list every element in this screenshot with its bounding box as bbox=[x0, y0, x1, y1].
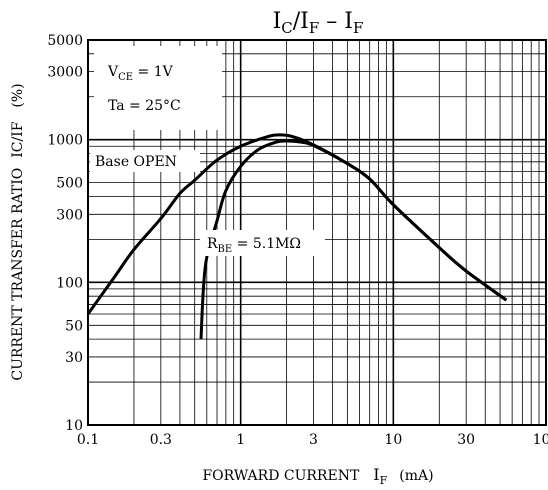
y-tick-label: 3000 bbox=[47, 65, 83, 81]
y-tick-label: 300 bbox=[56, 207, 83, 223]
series-label-rbe: RBE = 5.1MΩ bbox=[200, 230, 325, 256]
ta-condition: Ta = 25°C bbox=[108, 98, 181, 114]
y-tick-label: 30 bbox=[65, 350, 83, 366]
svg-text:Base OPEN: Base OPEN bbox=[95, 154, 177, 170]
x-tick-label: 10 bbox=[384, 432, 402, 448]
svg-text:RBE = 5.1MΩ: RBE = 5.1MΩ bbox=[207, 236, 301, 255]
chart-title: IC/IF – IF bbox=[273, 9, 364, 37]
series-label-base-open: Base OPEN bbox=[90, 150, 200, 172]
x-tick-label: 0.3 bbox=[150, 432, 172, 448]
x-tick-label: 1 bbox=[236, 432, 245, 448]
x-axis-label: FORWARD CURRENT IF (mA) bbox=[202, 465, 433, 487]
x-tick-label: 0.1 bbox=[77, 432, 99, 448]
y-tick-label: 500 bbox=[56, 176, 83, 192]
x-tick-label: 100 bbox=[533, 432, 548, 448]
y-tick-label: 100 bbox=[56, 275, 83, 291]
y-tick-labels: 10 30 50 100 300 500 1000 3000 5000 bbox=[47, 33, 83, 434]
x-tick-label: 30 bbox=[457, 432, 475, 448]
x-tick-labels: 0.1 0.3 1 3 10 30 100 bbox=[77, 432, 548, 448]
plot-frame bbox=[87, 39, 547, 426]
y-tick-label: 50 bbox=[65, 318, 83, 334]
y-tick-label: 1000 bbox=[47, 133, 83, 149]
y-axis-label: CURRENT TRANSFER RATIOIC/IF(%) bbox=[10, 83, 26, 380]
conditions-box: VCE = 1V Ta = 25°C bbox=[94, 46, 222, 130]
y-tick-label: 10 bbox=[65, 418, 83, 434]
x-tick-label: 3 bbox=[309, 432, 318, 448]
vce-condition: VCE = 1V bbox=[107, 64, 174, 83]
y-tick-label: 5000 bbox=[47, 33, 83, 49]
